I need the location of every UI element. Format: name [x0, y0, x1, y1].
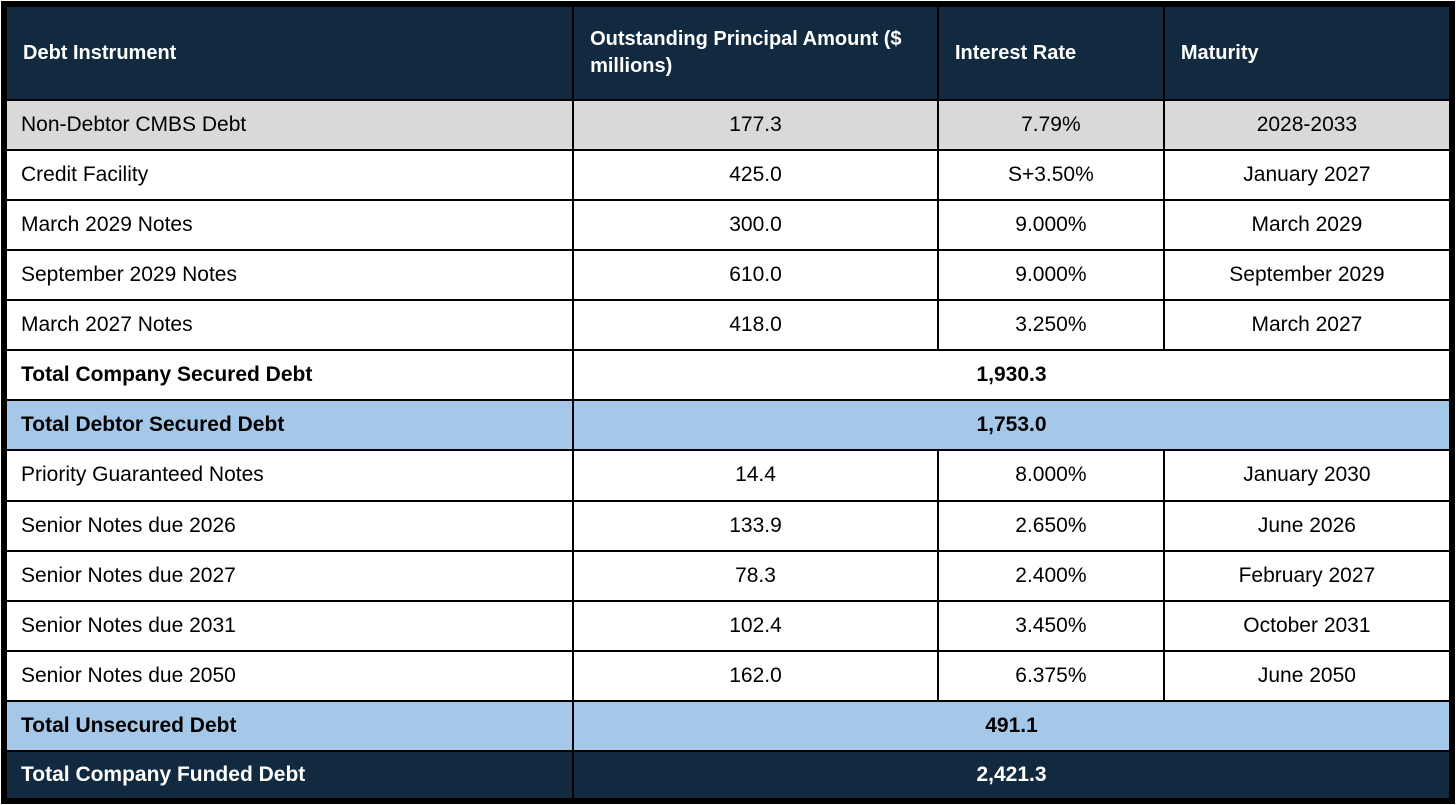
table-row: Total Unsecured Debt 491.1: [2, 699, 1453, 752]
row-maturity: September 2029: [1162, 249, 1454, 302]
row-total-label: Total Debtor Secured Debt: [2, 399, 575, 452]
table-row: Senior Notes due 2031 102.4 3.450% October …: [2, 599, 1454, 652]
row-total-label: Total Company Funded Debt: [2, 749, 575, 803]
row-maturity: February 2027: [1162, 549, 1454, 602]
header-outstanding-principal: Outstanding Principal Amount ($ millions…: [572, 3, 939, 101]
table-row: Total Company Secured Debt 1,930.3: [2, 349, 1453, 402]
row-maturity: March 2027: [1162, 299, 1454, 352]
row-total-label: Total Company Secured Debt: [2, 349, 575, 402]
table-row: Senior Notes due 2027 78.3 2.400% February …: [2, 549, 1454, 602]
table-header: Debt Instrument Outstanding Principal Am…: [2, 3, 1454, 101]
row-rate: 7.79%: [936, 98, 1165, 152]
row-total-value: 491.1: [572, 699, 1453, 752]
row-instrument: March 2029 Notes: [2, 199, 575, 252]
row-instrument: Senior Notes due 2027: [2, 549, 575, 602]
row-principal: 425.0: [572, 149, 939, 202]
table-row: Non-Debtor CMBS Debt 177.3 7.79% 2028-2033: [2, 98, 1454, 152]
row-maturity: October 2031: [1162, 599, 1454, 652]
row-rate: 8.000%: [936, 449, 1165, 502]
table-row: September 2029 Notes 610.0 9.000% September…: [2, 249, 1454, 302]
row-maturity: January 2030: [1162, 449, 1454, 502]
row-principal: 14.4: [572, 449, 939, 502]
row-instrument: Senior Notes due 2050: [2, 649, 575, 702]
row-principal: 133.9: [572, 499, 939, 552]
table-row: Total Debtor Secured Debt 1,753.0: [2, 399, 1453, 452]
row-instrument: September 2029 Notes: [2, 249, 575, 302]
row-maturity: January 2027: [1162, 149, 1454, 202]
header-interest-rate: Interest Rate: [936, 3, 1165, 101]
row-principal: 102.4: [572, 599, 939, 652]
row-principal: 300.0: [572, 199, 939, 252]
row-instrument: Credit Facility: [2, 149, 575, 202]
header-debt-instrument: Debt Instrument: [2, 3, 575, 101]
row-principal: 177.3: [572, 98, 939, 152]
row-rate: 2.650%: [936, 499, 1165, 552]
row-total-value: 2,421.3: [572, 749, 1453, 803]
row-rate: 9.000%: [936, 249, 1165, 302]
row-principal: 610.0: [572, 249, 939, 302]
row-total-label: Total Unsecured Debt: [2, 699, 575, 752]
header-row: Debt Instrument Outstanding Principal Am…: [2, 3, 1454, 101]
row-rate: 6.375%: [936, 649, 1165, 702]
row-rate: 3.450%: [936, 599, 1165, 652]
row-total-value: 1,753.0: [572, 399, 1453, 452]
table-row: Total Company Funded Debt 2,421.3: [2, 749, 1453, 803]
row-maturity: June 2026: [1162, 499, 1454, 552]
row-instrument: Senior Notes due 2031: [2, 599, 575, 652]
row-instrument: March 2027 Notes: [2, 299, 575, 352]
row-principal: 78.3: [572, 549, 939, 602]
table-row: Senior Notes due 2026 133.9 2.650% June 202…: [2, 499, 1454, 552]
header-maturity: Maturity: [1162, 3, 1454, 101]
table-row: Credit Facility 425.0 S+3.50% January 2027: [2, 149, 1454, 202]
row-instrument: Non-Debtor CMBS Debt: [2, 98, 575, 152]
row-rate: 9.000%: [936, 199, 1165, 252]
row-maturity: 2028-2033: [1162, 98, 1454, 152]
row-instrument: Priority Guaranteed Notes: [2, 449, 575, 502]
table-row: March 2029 Notes 300.0 9.000% March 2029: [2, 199, 1454, 252]
row-instrument: Senior Notes due 2026: [2, 499, 575, 552]
table-row: March 2027 Notes 418.0 3.250% March 2027: [2, 299, 1454, 352]
row-total-value: 1,930.3: [572, 349, 1453, 402]
row-maturity: June 2050: [1162, 649, 1454, 702]
table-body: Non-Debtor CMBS Debt 177.3 7.79% 2028-2033 C…: [2, 98, 1454, 803]
row-rate: 3.250%: [936, 299, 1165, 352]
row-rate: 2.400%: [936, 549, 1165, 602]
table-row: Priority Guaranteed Notes 14.4 8.000% Janua…: [2, 449, 1454, 502]
table-row: Senior Notes due 2050 162.0 6.375% June 205…: [2, 649, 1454, 702]
row-principal: 418.0: [572, 299, 939, 352]
row-principal: 162.0: [572, 649, 939, 702]
row-rate: S+3.50%: [936, 149, 1165, 202]
row-maturity: March 2029: [1162, 199, 1454, 252]
